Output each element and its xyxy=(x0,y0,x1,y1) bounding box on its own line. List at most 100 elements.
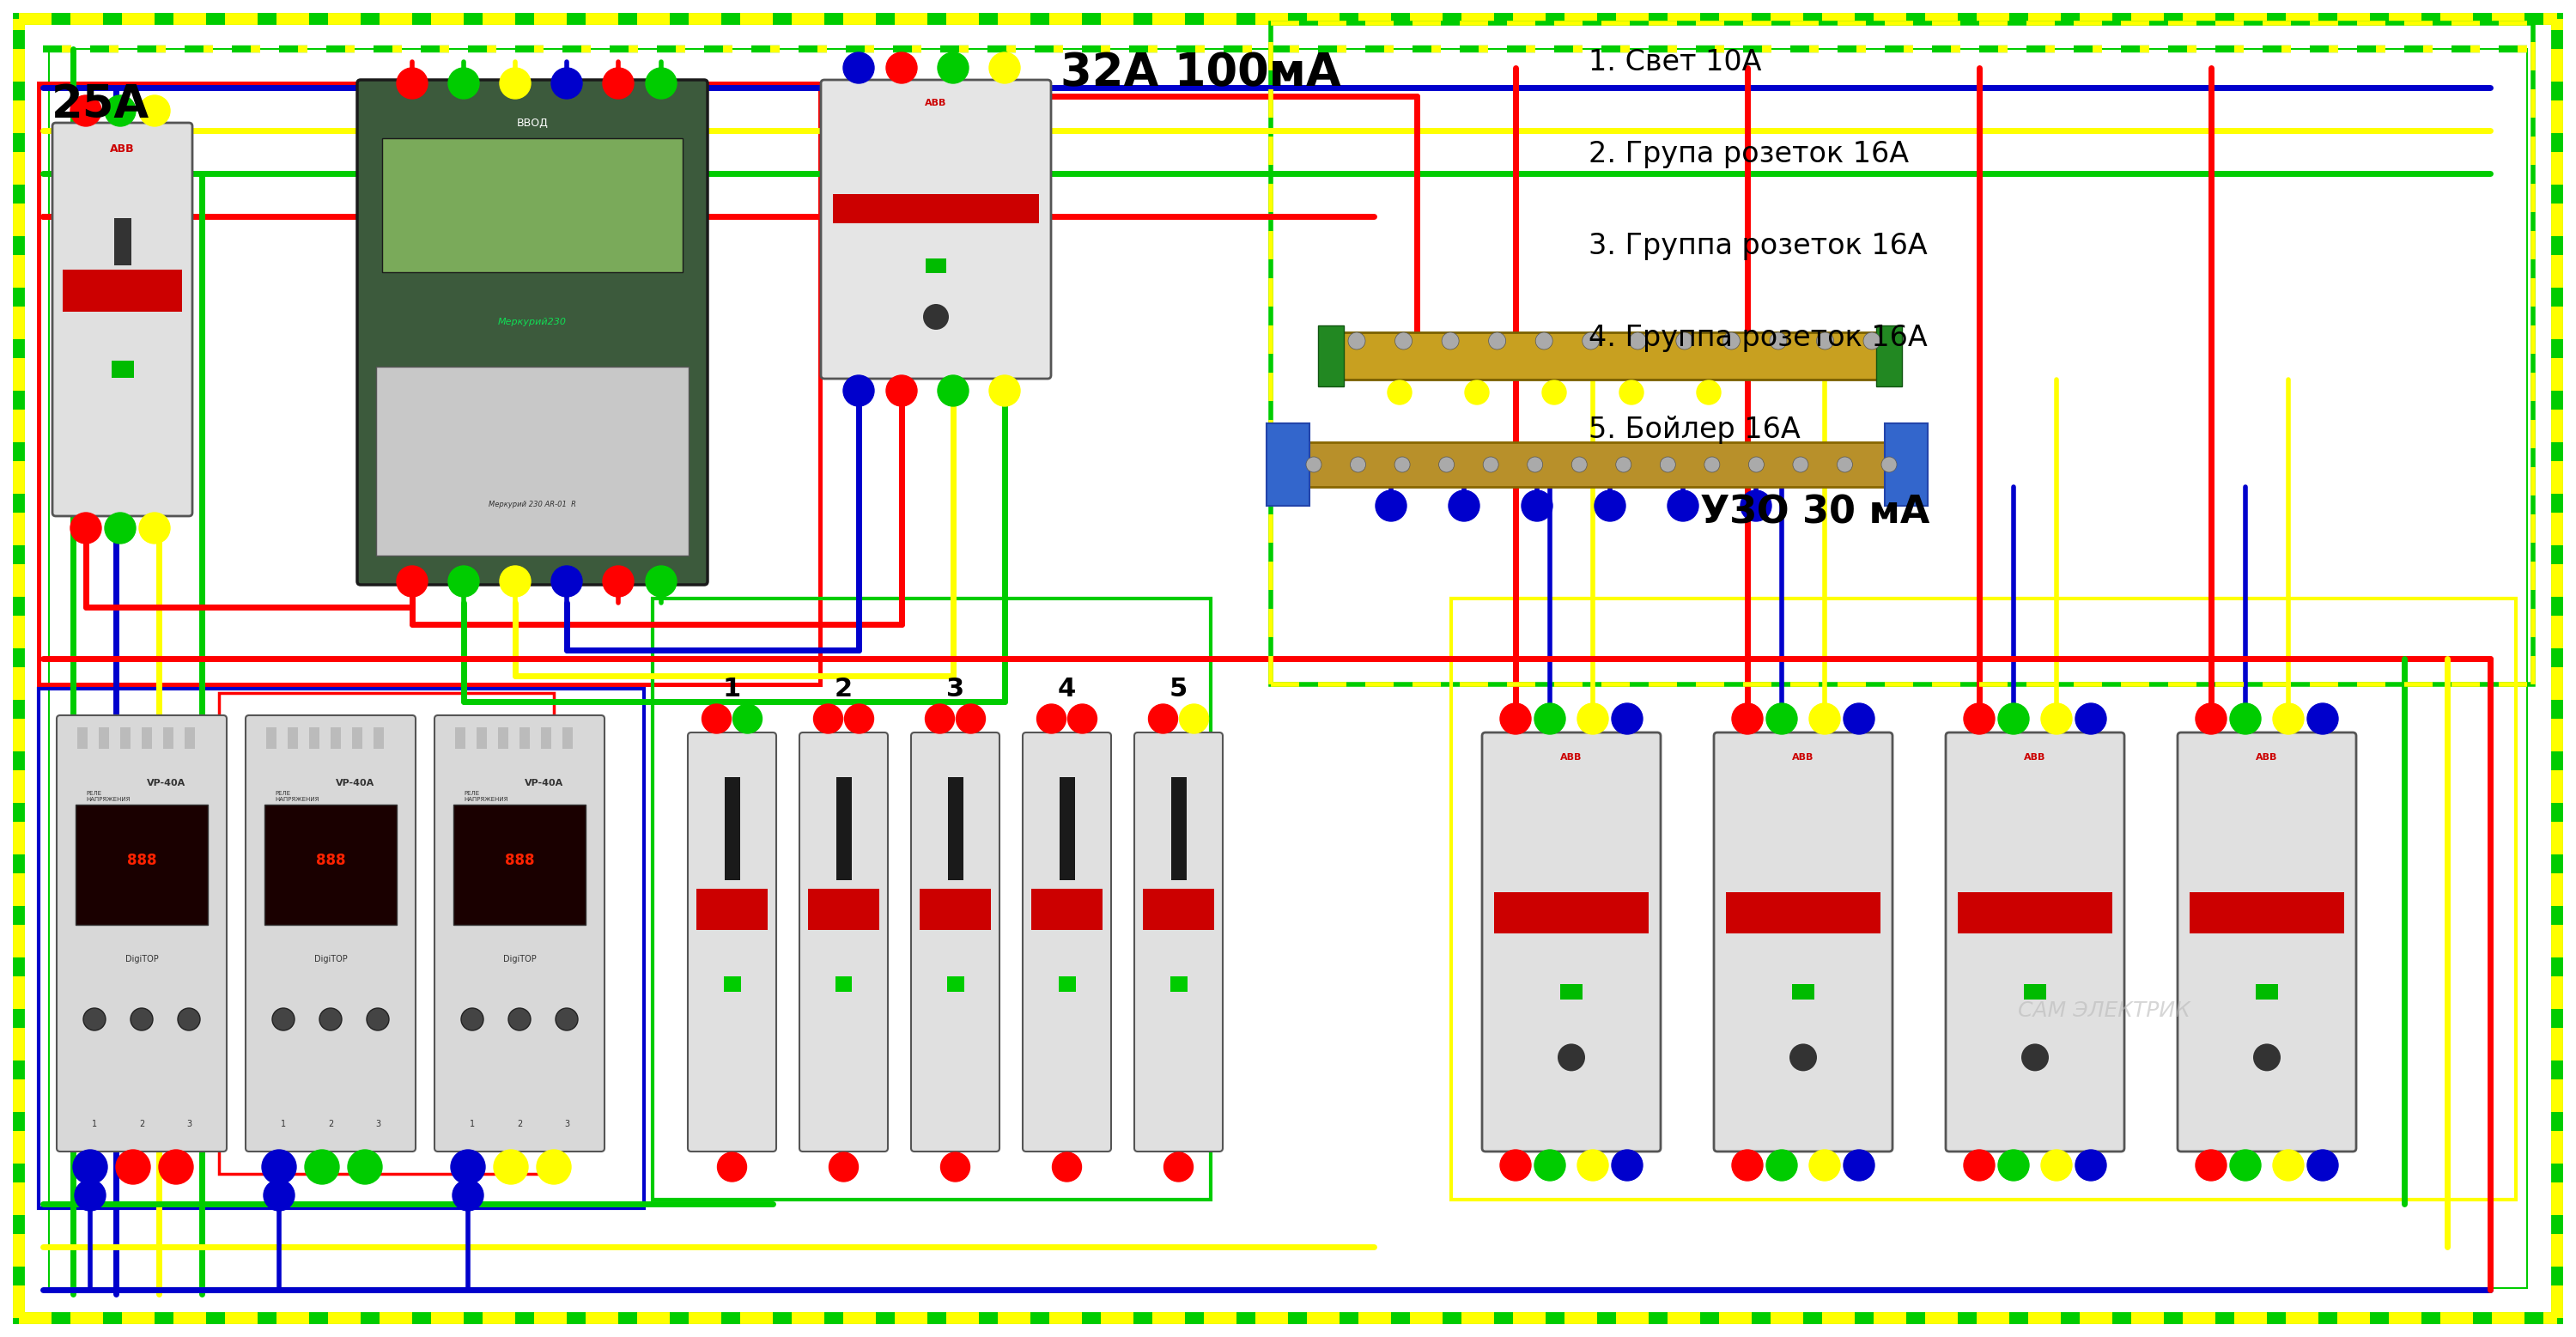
Bar xyxy=(1288,443,1906,487)
Bar xyxy=(2190,893,2344,933)
Bar xyxy=(376,366,688,556)
Text: DigiTOP: DigiTOP xyxy=(314,955,348,964)
Circle shape xyxy=(1448,491,1479,521)
Circle shape xyxy=(116,1150,149,1185)
Circle shape xyxy=(2076,703,2107,734)
Circle shape xyxy=(160,1150,193,1185)
Circle shape xyxy=(829,1152,858,1182)
Circle shape xyxy=(1963,703,1994,734)
Text: 3. Группа розеток 16А: 3. Группа розеток 16А xyxy=(1589,231,1927,259)
Bar xyxy=(39,83,819,685)
Text: РЕЛЕ
НАПРЯЖЕНИЯ: РЕЛЕ НАПРЯЖЕНИЯ xyxy=(276,790,319,802)
Circle shape xyxy=(922,303,948,330)
Bar xyxy=(1059,976,1077,992)
Circle shape xyxy=(1620,381,1643,405)
Circle shape xyxy=(1535,703,1566,734)
Bar xyxy=(219,693,554,1174)
Circle shape xyxy=(938,52,969,83)
Bar xyxy=(1561,984,1582,1000)
Text: 1: 1 xyxy=(469,1120,474,1128)
Circle shape xyxy=(448,68,479,99)
Circle shape xyxy=(263,1150,296,1185)
Circle shape xyxy=(304,1150,340,1185)
Bar xyxy=(948,777,963,880)
Bar xyxy=(1170,777,1185,880)
Circle shape xyxy=(75,1179,106,1211)
Bar xyxy=(477,727,487,749)
Text: 25A: 25A xyxy=(52,83,149,127)
Bar xyxy=(456,727,466,749)
Circle shape xyxy=(1767,1150,1798,1181)
Circle shape xyxy=(1731,703,1762,734)
Circle shape xyxy=(886,376,917,406)
Bar xyxy=(289,727,299,749)
Circle shape xyxy=(1999,703,2030,734)
Circle shape xyxy=(1484,457,1499,472)
Circle shape xyxy=(1698,381,1721,405)
Circle shape xyxy=(1613,703,1643,734)
Circle shape xyxy=(106,512,137,544)
Circle shape xyxy=(2308,703,2339,734)
Bar xyxy=(652,599,1211,1199)
Circle shape xyxy=(1659,457,1674,472)
Circle shape xyxy=(1388,381,1412,405)
Text: 2: 2 xyxy=(139,1120,144,1128)
Circle shape xyxy=(1489,333,1507,349)
Circle shape xyxy=(701,705,732,733)
Circle shape xyxy=(2195,703,2226,734)
Circle shape xyxy=(1615,457,1631,472)
Text: DigiTOP: DigiTOP xyxy=(502,955,536,964)
Circle shape xyxy=(603,68,634,99)
Circle shape xyxy=(72,1150,108,1185)
Bar xyxy=(1332,333,1888,380)
FancyBboxPatch shape xyxy=(435,715,605,1151)
Bar xyxy=(1030,888,1103,929)
Text: 2: 2 xyxy=(327,1120,332,1128)
Circle shape xyxy=(1844,1150,1875,1181)
Bar xyxy=(835,976,853,992)
Circle shape xyxy=(1770,333,1788,349)
Text: 888: 888 xyxy=(317,853,345,868)
Text: 4: 4 xyxy=(1059,677,1077,701)
Circle shape xyxy=(70,95,100,126)
Circle shape xyxy=(1677,333,1692,349)
Bar xyxy=(113,218,131,265)
Circle shape xyxy=(500,68,531,99)
Bar xyxy=(520,727,531,749)
Circle shape xyxy=(1528,457,1543,472)
Circle shape xyxy=(1440,457,1455,472)
Circle shape xyxy=(1466,381,1489,405)
Circle shape xyxy=(448,566,479,596)
Circle shape xyxy=(2231,703,2262,734)
Text: 4. Группа розеток 16А: 4. Группа розеток 16А xyxy=(1589,324,1927,352)
Text: 2. Група розеток 16А: 2. Група розеток 16А xyxy=(1589,139,1909,168)
Bar xyxy=(1958,893,2112,933)
FancyBboxPatch shape xyxy=(822,80,1051,378)
Circle shape xyxy=(1790,1044,1816,1071)
Bar xyxy=(562,727,572,749)
Circle shape xyxy=(453,1179,484,1211)
Text: VP-40A: VP-40A xyxy=(526,779,564,787)
Circle shape xyxy=(1571,457,1587,472)
Text: САМ ЭЛЕКТРИК: САМ ЭЛЕКТРИК xyxy=(2017,1000,2190,1021)
Circle shape xyxy=(2254,1044,2280,1071)
Bar xyxy=(353,727,363,749)
Circle shape xyxy=(2272,703,2303,734)
Circle shape xyxy=(70,512,100,544)
Text: 32A 100мA: 32A 100мA xyxy=(1061,51,1342,95)
Text: 3: 3 xyxy=(945,677,963,701)
Circle shape xyxy=(1164,1152,1193,1182)
Circle shape xyxy=(647,566,677,596)
Circle shape xyxy=(139,95,170,126)
Bar xyxy=(1170,976,1188,992)
Text: Меркурий230: Меркурий230 xyxy=(497,318,567,326)
Circle shape xyxy=(1816,333,1834,349)
Circle shape xyxy=(551,68,582,99)
Text: ABB: ABB xyxy=(2257,753,2277,762)
Circle shape xyxy=(2308,1150,2339,1181)
Circle shape xyxy=(1741,491,1772,521)
Circle shape xyxy=(451,1150,484,1185)
Circle shape xyxy=(2040,1150,2071,1181)
Circle shape xyxy=(273,1008,294,1031)
Circle shape xyxy=(500,566,531,596)
